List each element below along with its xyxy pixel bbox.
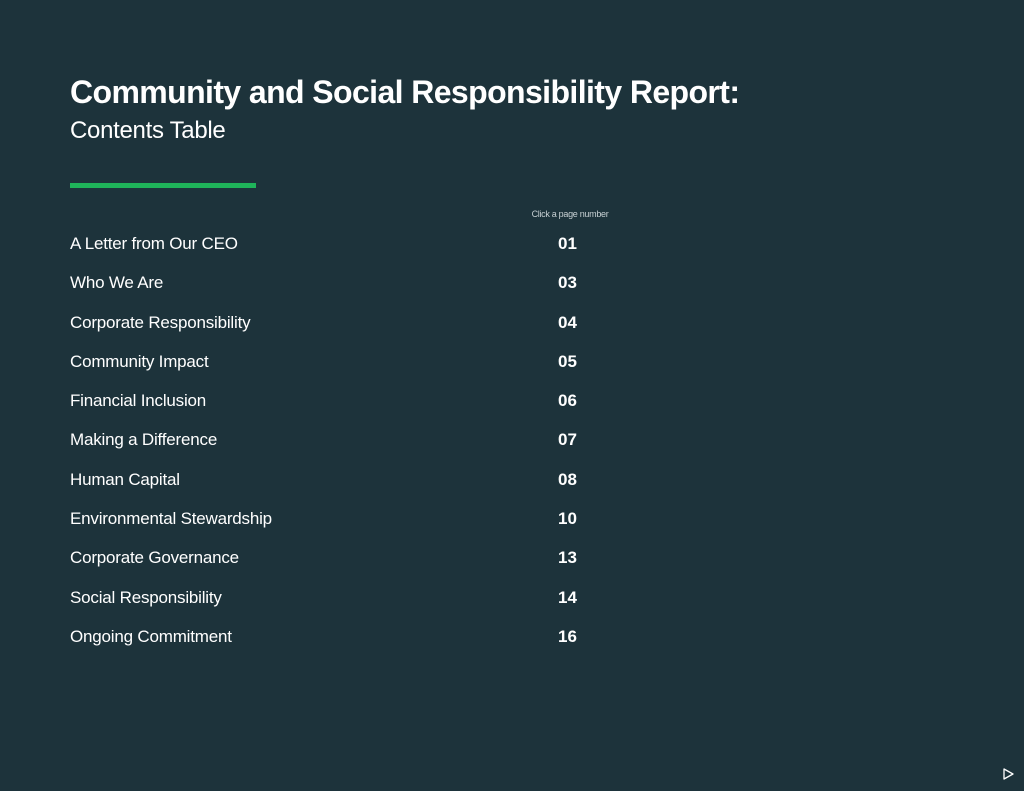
toc-entry-label: Community Impact xyxy=(70,351,209,371)
toc-entry-label: Corporate Responsibility xyxy=(70,312,251,332)
toc-entry-label: Ongoing Commitment xyxy=(70,626,232,646)
toc-entry: Community Impact 05 xyxy=(70,347,610,386)
accent-divider xyxy=(70,183,256,188)
toc-page-link[interactable]: 14 xyxy=(558,587,577,607)
page-title: Community and Social Responsibility Repo… xyxy=(70,74,740,110)
toc-page-link[interactable]: 03 xyxy=(558,273,577,293)
toc-entry: Ongoing Commitment 16 xyxy=(70,622,610,661)
contents-list: A Letter from Our CEO 01 Who We Are 03 C… xyxy=(70,229,610,661)
toc-page-link[interactable]: 13 xyxy=(558,548,577,568)
toc-entry-label: Making a Difference xyxy=(70,430,218,450)
toc-page-link[interactable]: 07 xyxy=(558,430,577,450)
page-subtitle: Contents Table xyxy=(70,117,226,144)
toc-page-link[interactable]: 10 xyxy=(558,509,577,529)
toc-page-link[interactable]: 01 xyxy=(558,234,577,253)
toc-entry: Environmental Stewardship 10 xyxy=(70,504,610,543)
toc-entry: Corporate Governance 13 xyxy=(70,543,610,582)
page-number-hint: Click a page number xyxy=(531,209,609,219)
toc-entry: Making a Difference 07 xyxy=(70,425,610,464)
toc-page-link[interactable]: 05 xyxy=(558,351,577,371)
toc-entry: Who We Are 03 xyxy=(70,268,610,307)
toc-entry: Human Capital 08 xyxy=(70,465,610,504)
toc-entry: Corporate Responsibility 04 xyxy=(70,308,610,347)
toc-page-link[interactable]: 04 xyxy=(558,312,577,332)
toc-entry: A Letter from Our CEO 01 xyxy=(70,229,610,268)
toc-entry-label: Human Capital xyxy=(70,469,180,489)
toc-entry-label: Environmental Stewardship xyxy=(70,509,272,529)
toc-page-link[interactable]: 06 xyxy=(558,391,577,411)
toc-page-link[interactable]: 16 xyxy=(558,626,577,646)
toc-entry-label: Social Responsibility xyxy=(70,587,222,607)
toc-entry-label: Financial Inclusion xyxy=(70,391,207,411)
toc-entry-label: A Letter from Our CEO xyxy=(70,234,238,253)
play-triangle-icon xyxy=(1003,768,1014,780)
toc-entry-label: Corporate Governance xyxy=(70,548,239,568)
toc-page-link[interactable]: 08 xyxy=(558,469,577,489)
toc-entry: Financial Inclusion 06 xyxy=(70,386,610,425)
next-page-button[interactable] xyxy=(998,764,1018,784)
toc-entry-label: Who We Are xyxy=(70,273,164,293)
toc-entry: Social Responsibility 14 xyxy=(70,583,610,622)
